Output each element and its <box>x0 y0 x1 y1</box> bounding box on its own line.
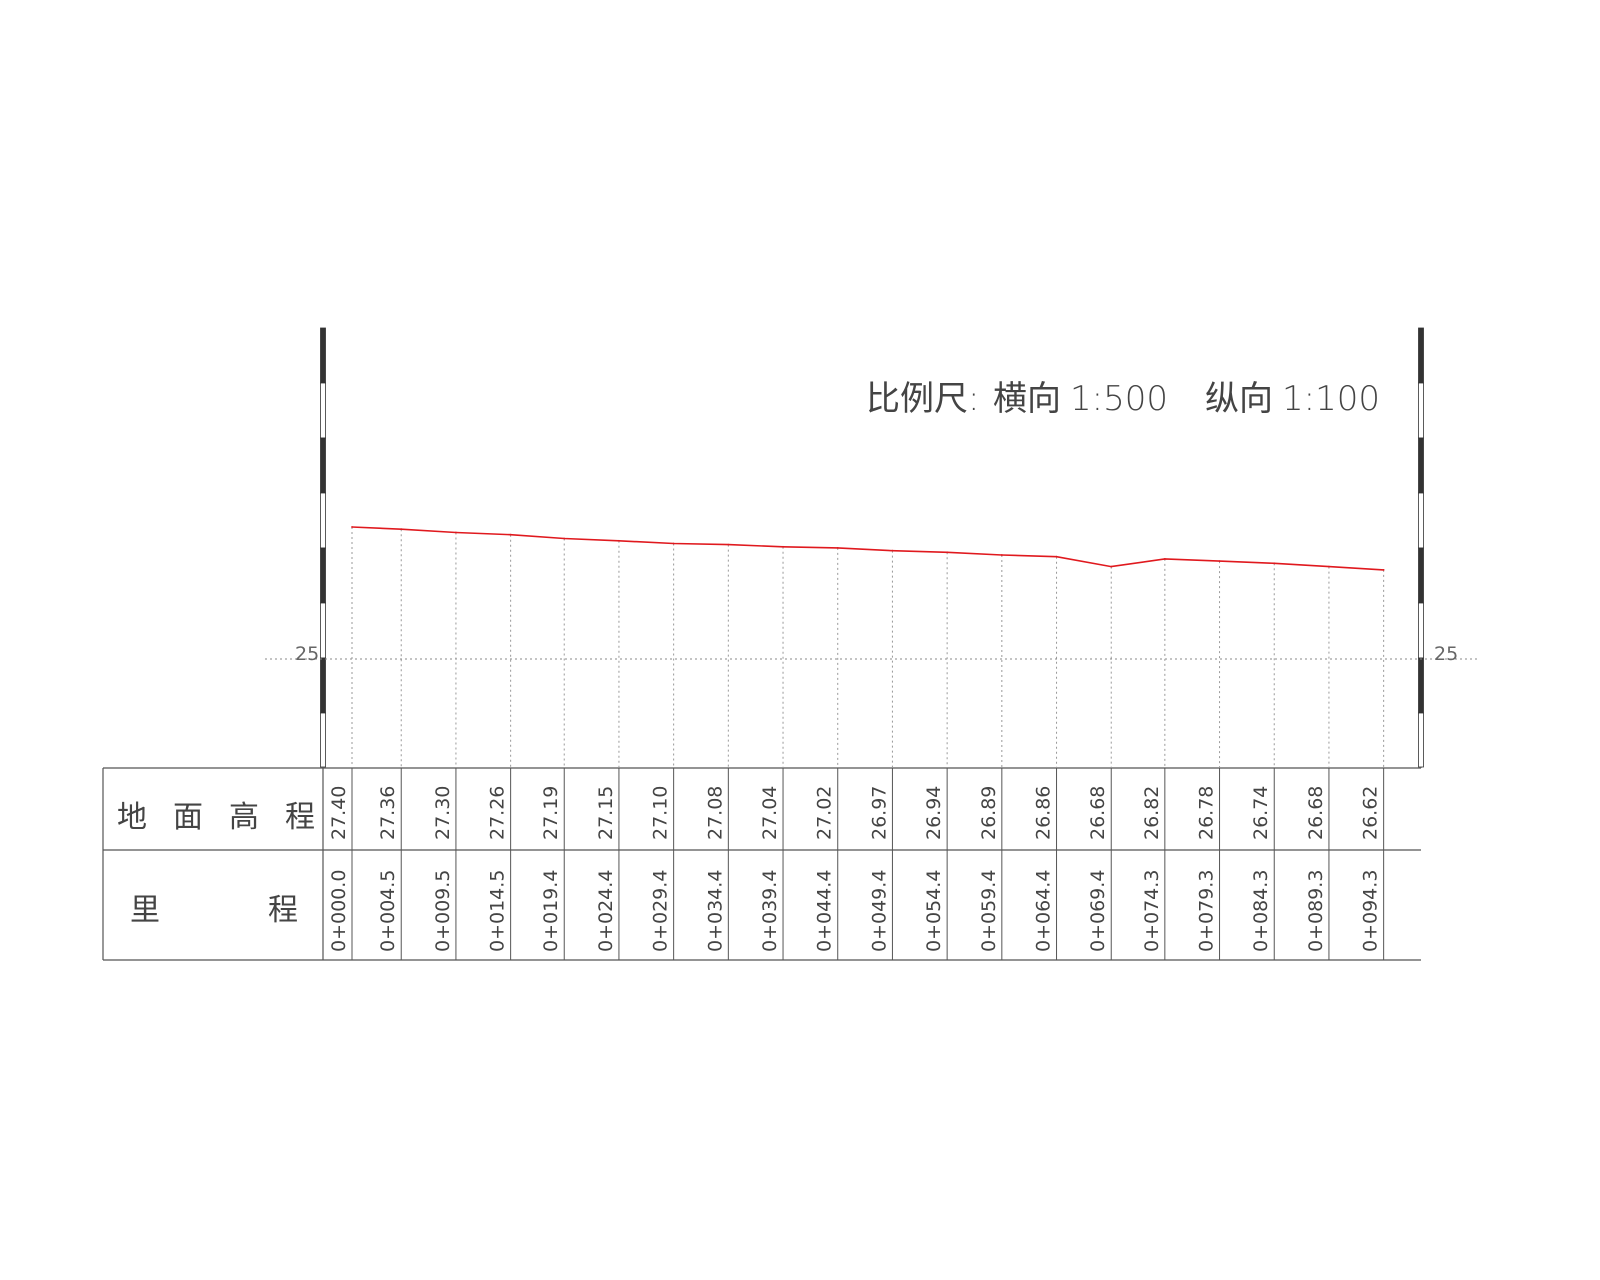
right-scale-segment <box>1418 547 1424 604</box>
right-scale-segment <box>1418 492 1424 549</box>
elevation-label: 27.10 <box>650 786 672 840</box>
chainage-label: 0+044.4 <box>814 870 836 952</box>
header-chainage-char-2: 程 <box>268 893 298 928</box>
chainage-label: 0+000.0 <box>328 870 350 952</box>
ground-point <box>672 542 675 545</box>
right-scale-segment <box>1418 327 1424 384</box>
ground-point <box>1382 569 1385 571</box>
left-scale-segment <box>320 492 326 549</box>
chainage-label: 0+064.4 <box>1033 870 1055 952</box>
left-scale-segment <box>320 327 326 384</box>
vertical-scale-value: 1:100 <box>1282 379 1380 419</box>
elevation-label: 27.36 <box>377 786 399 840</box>
right-scale-segment <box>1418 602 1424 659</box>
left-scale-segment <box>320 602 326 659</box>
chainage-label: 0+039.4 <box>759 870 781 952</box>
elevation-label: 26.74 <box>1250 786 1272 840</box>
chainage-label: 0+034.4 <box>704 870 726 952</box>
ground-point <box>400 528 403 531</box>
ground-point <box>891 549 894 552</box>
right-scale-segment <box>1418 712 1424 768</box>
chainage-label: 0+014.5 <box>487 870 509 952</box>
header-chainage-char-1: 里 <box>130 893 160 928</box>
chainage-label: 0+084.3 <box>1250 870 1272 952</box>
ground-point <box>509 533 512 536</box>
chainage-label: 0+019.4 <box>540 870 562 952</box>
elevation-label: 26.82 <box>1141 786 1163 840</box>
elevation-label: 27.19 <box>540 786 562 840</box>
horizontal-scale-value: 1:500 <box>1070 379 1168 419</box>
header-elev-char-4: 程 <box>285 800 315 835</box>
vertical-scale-label: 纵向 <box>1205 379 1273 419</box>
ground-point <box>563 537 566 540</box>
right-scale-segment <box>1418 437 1424 494</box>
ground-line <box>351 526 1384 571</box>
elevation-label: 26.89 <box>978 786 1000 840</box>
chainage-label: 0+054.4 <box>923 870 945 952</box>
ground-point <box>351 526 353 528</box>
y-tick-left: 25 <box>295 643 319 665</box>
ground-point <box>946 551 949 554</box>
ground-point <box>1328 565 1330 568</box>
chainage-label: 0+029.4 <box>650 870 672 952</box>
header-elev-char-3: 高 <box>229 800 259 835</box>
chainage-label: 0+009.5 <box>432 870 454 952</box>
ground-point <box>455 531 457 534</box>
left-scale-segment <box>320 712 326 768</box>
elevation-label: 26.86 <box>1033 786 1055 840</box>
elevation-label: 27.02 <box>814 786 836 840</box>
right-scale-segment <box>1418 657 1424 714</box>
ground-profile <box>351 526 1385 571</box>
elevation-label: 26.68 <box>1305 786 1327 840</box>
elevation-label: 27.40 <box>328 786 350 840</box>
elevation-label: 27.04 <box>759 786 781 840</box>
ground-point <box>782 545 784 548</box>
ground-point <box>727 543 730 546</box>
chainage-label: 0+074.3 <box>1141 870 1163 952</box>
ground-point <box>836 547 839 549</box>
elevation-label: 27.08 <box>704 786 726 840</box>
ground-point <box>1163 558 1166 560</box>
chainage-label: 0+059.4 <box>978 870 1000 952</box>
elevation-label: 27.15 <box>595 786 617 840</box>
ground-point <box>618 539 620 542</box>
elevation-label: 26.94 <box>923 786 945 840</box>
ground-point <box>1273 562 1276 565</box>
elevation-label: 26.68 <box>1087 786 1109 840</box>
left-scale-segment <box>320 437 326 494</box>
left-scale-segment <box>320 657 326 714</box>
chainage-label: 0+089.3 <box>1305 870 1327 952</box>
data-table: 27.40 0+000.0 27.36 0+004.5 27.30 0+009.5 27.2… <box>102 767 1422 961</box>
left-scale-segment <box>320 547 326 604</box>
header-elev-char-1: 地 <box>117 800 147 835</box>
ground-point <box>1218 560 1221 562</box>
horizontal-scale-label: 横向 <box>993 379 1061 419</box>
frame <box>265 327 1478 768</box>
elevation-label: 26.78 <box>1196 786 1218 840</box>
chainage-label: 0+004.5 <box>377 870 399 952</box>
station-gridlines <box>351 527 1385 767</box>
ground-point <box>1110 565 1113 568</box>
elevation-label: 27.30 <box>432 786 454 840</box>
y-tick-right: 25 <box>1434 643 1458 665</box>
chainage-label: 0+094.3 <box>1360 870 1382 952</box>
chainage-label: 0+079.3 <box>1196 870 1218 952</box>
ground-point <box>1000 554 1003 556</box>
elevation-label: 27.26 <box>487 786 509 840</box>
left-scale-segment <box>320 382 326 439</box>
chainage-label: 0+069.4 <box>1087 870 1109 952</box>
elevation-label: 26.62 <box>1360 786 1382 840</box>
chainage-label: 0+049.4 <box>868 870 890 952</box>
header-elev-char-2: 面 <box>173 800 203 835</box>
chainage-label: 0+024.4 <box>595 870 617 952</box>
elevation-label: 26.97 <box>868 786 890 840</box>
scale-label: 比例尺: <box>866 379 979 419</box>
right-scale-segment <box>1418 382 1424 439</box>
ground-point <box>1055 555 1058 558</box>
